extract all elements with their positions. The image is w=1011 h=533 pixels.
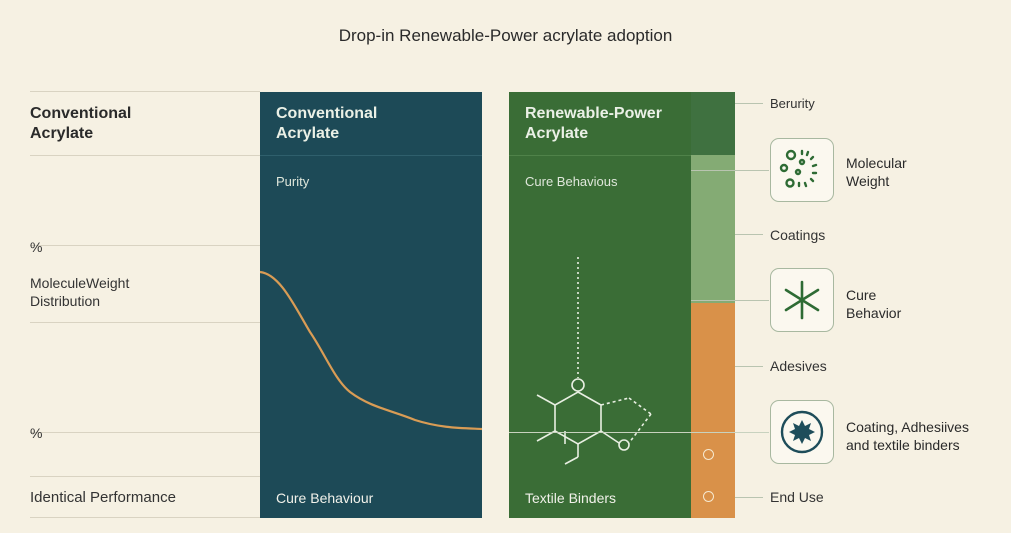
molecular-weight-icon-box [770,138,834,202]
conventional-panel: Conventional Acrylate Purity Cure Behavi… [260,92,482,518]
renewable-panel: Renewable-Power Acrylate Cure Behavious … [509,92,691,518]
molecular-weight-label: Molecular Weight [846,155,907,189]
molecule-weight-label: MoleculeWeight Distribution [30,275,130,309]
divider [30,322,260,323]
percent-top-label: % [30,239,43,255]
cure-behavior-label: Cure Behavior [846,287,902,321]
molecular-weight-icon [779,149,818,188]
renewable-panel-footer: Textile Binders [525,490,617,506]
connector-line [509,432,769,433]
divider [30,476,260,477]
connector-line [691,170,769,171]
divider [509,155,691,156]
bar-segment-light [691,155,735,303]
distribution-curve [260,270,482,431]
connector-line [691,300,769,301]
adhesives-label: Adesives [770,358,827,374]
conventional-panel-header: Conventional Acrylate [276,105,378,142]
percent-bottom-label: % [30,425,43,441]
molecule-structure-icon [536,257,652,465]
page-title: Drop-in Renewable-Power acrylate adoptio… [338,26,673,45]
divider [30,517,260,518]
divider [30,245,260,246]
cure-behavior-icon-box [770,268,834,332]
connector-line [735,497,763,498]
divider [30,91,260,92]
divider [30,155,260,156]
coating-icon [780,410,824,454]
left-header: Conventional Acrylate [30,105,132,142]
divider [30,432,260,433]
bar-dot-icon [703,491,714,502]
divider [260,155,482,156]
connector-line [735,366,763,367]
connector-line [735,103,763,104]
bar-dot-icon [703,449,714,460]
purity-label: Purity [276,174,310,189]
left-footer: Identical Performance [30,489,176,506]
cure-behavior-icon [784,280,820,320]
bar-segment-orange [691,303,735,518]
end-use-label: End Use [770,489,824,505]
berurity-label: Berurity [770,96,815,111]
bar-segment-dark [691,92,735,155]
cure-behavious-label: Cure Behavious [525,174,618,189]
coating-adhesives-label: Coating, Adhesiives and textile binders [846,419,969,453]
coating-icon-box [770,400,834,464]
conventional-panel-footer: Cure Behaviour [276,490,374,506]
connector-line [735,234,763,235]
renewable-panel-header: Renewable-Power Acrylate [525,105,662,142]
coatings-label: Coatings [770,227,826,243]
